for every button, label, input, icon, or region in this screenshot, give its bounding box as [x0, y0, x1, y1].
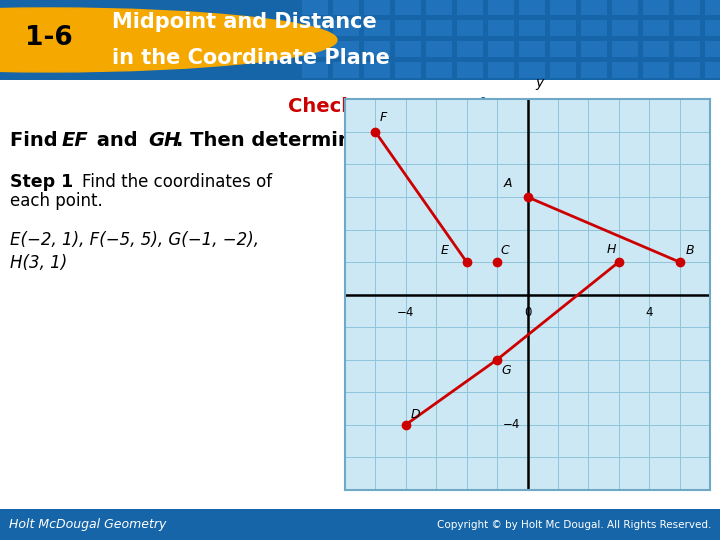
Bar — [550, 20, 576, 36]
Bar — [550, 62, 576, 78]
Text: H: H — [606, 242, 616, 255]
Bar — [550, 0, 576, 15]
Bar — [395, 0, 421, 15]
Bar — [612, 62, 638, 78]
Text: . Then determine if: . Then determine if — [176, 131, 394, 150]
Text: .: . — [436, 131, 444, 150]
Bar — [581, 20, 607, 36]
Text: A: A — [504, 178, 513, 191]
Bar — [674, 62, 700, 78]
Text: ≅: ≅ — [384, 131, 400, 150]
Bar — [426, 20, 452, 36]
Bar — [457, 0, 483, 15]
Text: Midpoint and Distance: Midpoint and Distance — [112, 12, 377, 32]
Bar — [395, 41, 421, 57]
Text: Copyright © by Holt Mc Dougal. All Rights Reserved.: Copyright © by Holt Mc Dougal. All Right… — [437, 519, 711, 530]
Bar — [643, 62, 669, 78]
Bar — [643, 20, 669, 36]
Bar — [302, 41, 328, 57]
Text: in the Coordinate Plane: in the Coordinate Plane — [112, 48, 390, 68]
Bar — [488, 62, 514, 78]
Bar — [550, 41, 576, 57]
Bar — [302, 0, 328, 15]
Text: E(−2, 1), F(−5, 5), G(−1, −2),: E(−2, 1), F(−5, 5), G(−1, −2), — [10, 231, 259, 249]
Bar — [643, 41, 669, 57]
Text: D: D — [410, 408, 420, 421]
Text: −4: −4 — [397, 306, 415, 319]
Text: E: E — [441, 244, 449, 257]
Text: Find: Find — [10, 131, 64, 150]
Bar — [488, 0, 514, 15]
Bar — [674, 20, 700, 36]
Bar — [612, 20, 638, 36]
Text: EF: EF — [358, 131, 384, 150]
Text: 0: 0 — [524, 306, 531, 319]
Bar — [581, 0, 607, 15]
Bar — [333, 41, 359, 57]
Bar — [364, 0, 390, 15]
Bar — [395, 62, 421, 78]
Bar — [426, 41, 452, 57]
Text: F: F — [380, 111, 387, 124]
Bar — [426, 0, 452, 15]
Bar — [519, 0, 545, 15]
Bar — [519, 41, 545, 57]
Bar — [612, 0, 638, 15]
Text: GH: GH — [408, 131, 441, 150]
Bar — [612, 41, 638, 57]
Bar — [457, 62, 483, 78]
Text: B: B — [685, 244, 694, 257]
Bar — [674, 41, 700, 57]
Bar — [302, 62, 328, 78]
Bar — [705, 62, 720, 78]
Text: 4: 4 — [645, 306, 653, 319]
Bar — [364, 62, 390, 78]
Bar — [364, 20, 390, 36]
Text: Holt McDougal Geometry: Holt McDougal Geometry — [9, 518, 166, 531]
Bar — [364, 41, 390, 57]
Bar — [333, 20, 359, 36]
Bar — [488, 20, 514, 36]
Bar — [333, 0, 359, 15]
Text: each point.: each point. — [10, 192, 103, 210]
Text: C: C — [500, 244, 509, 257]
Text: y: y — [536, 76, 544, 90]
Bar — [581, 41, 607, 57]
Bar — [488, 41, 514, 57]
Bar — [705, 20, 720, 36]
Text: EF: EF — [62, 131, 89, 150]
Bar — [643, 0, 669, 15]
Bar — [426, 62, 452, 78]
Text: H(3, 1): H(3, 1) — [10, 254, 67, 272]
Bar — [333, 62, 359, 78]
Text: Example 1: Example 1 — [400, 98, 521, 117]
Text: Find the coordinates of: Find the coordinates of — [82, 173, 272, 191]
Text: Step 1: Step 1 — [10, 173, 73, 191]
Bar — [705, 41, 720, 57]
Text: G: G — [502, 364, 511, 377]
Bar — [581, 62, 607, 78]
Bar — [457, 41, 483, 57]
Bar — [302, 20, 328, 36]
Bar — [519, 62, 545, 78]
Bar — [457, 20, 483, 36]
Text: and: and — [90, 131, 145, 150]
Bar — [519, 20, 545, 36]
Circle shape — [0, 8, 337, 72]
Text: Check It Out!: Check It Out! — [287, 98, 433, 117]
Bar — [705, 0, 720, 15]
Text: GH: GH — [148, 131, 181, 150]
Text: −4: −4 — [503, 418, 520, 431]
Bar — [395, 20, 421, 36]
Bar — [674, 0, 700, 15]
Text: 1-6: 1-6 — [25, 25, 73, 51]
